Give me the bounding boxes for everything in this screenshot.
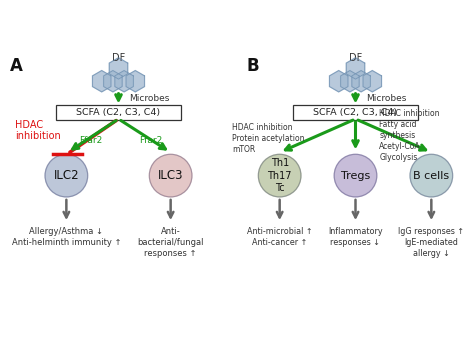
FancyBboxPatch shape: [56, 105, 181, 120]
Text: Tregs: Tregs: [341, 171, 370, 181]
Text: IgG responses ↑
IgE-mediated
allergy ↓: IgG responses ↑ IgE-mediated allergy ↓: [398, 226, 465, 258]
Text: Microbes: Microbes: [129, 94, 170, 103]
Circle shape: [45, 154, 88, 197]
Text: Anti-
bacterial/fungal
responses ↑: Anti- bacterial/fungal responses ↑: [137, 226, 204, 258]
Polygon shape: [363, 70, 382, 92]
FancyBboxPatch shape: [292, 105, 418, 120]
Text: ILC3: ILC3: [158, 169, 183, 182]
Text: HDAC inhibition
Protein acetylation
mTOR: HDAC inhibition Protein acetylation mTOR: [232, 123, 305, 154]
Text: Th1
Th17
Tc: Th1 Th17 Tc: [267, 158, 292, 193]
Text: DF: DF: [349, 53, 362, 63]
Circle shape: [258, 154, 301, 197]
Polygon shape: [109, 58, 128, 79]
Polygon shape: [341, 70, 359, 92]
Text: SCFA (C2, C3, C4): SCFA (C2, C3, C4): [76, 108, 161, 117]
Text: HDAC
inhibition: HDAC inhibition: [15, 120, 61, 142]
Text: DF: DF: [112, 53, 125, 63]
Text: Ffar2: Ffar2: [139, 136, 163, 145]
Polygon shape: [104, 70, 122, 92]
Polygon shape: [352, 70, 370, 92]
Text: Allergy/Asthma ↓
Anti-helminth immunity ↑: Allergy/Asthma ↓ Anti-helminth immunity …: [11, 226, 121, 247]
Polygon shape: [92, 70, 111, 92]
Text: Microbes: Microbes: [366, 94, 407, 103]
Circle shape: [149, 154, 192, 197]
Text: HDAC inhibition
Fatty acid
synthesis
Acetyl-CoA
Glycolysis: HDAC inhibition Fatty acid synthesis Ace…: [379, 109, 440, 162]
Circle shape: [334, 154, 377, 197]
Text: B cells: B cells: [413, 171, 449, 181]
Text: Anti-microbial ↑
Anti-cancer ↑: Anti-microbial ↑ Anti-cancer ↑: [247, 226, 312, 247]
Polygon shape: [329, 70, 348, 92]
Text: ILC2: ILC2: [54, 169, 79, 182]
Circle shape: [410, 154, 453, 197]
Polygon shape: [126, 70, 145, 92]
Text: A: A: [9, 57, 22, 75]
Text: SCFA (C2, C3, C4): SCFA (C2, C3, C4): [313, 108, 398, 117]
Text: Ffar2: Ffar2: [80, 136, 103, 145]
Polygon shape: [346, 58, 365, 79]
Text: Inflammatory
responses ↓: Inflammatory responses ↓: [328, 226, 383, 247]
Polygon shape: [115, 70, 133, 92]
Text: B: B: [246, 57, 259, 75]
